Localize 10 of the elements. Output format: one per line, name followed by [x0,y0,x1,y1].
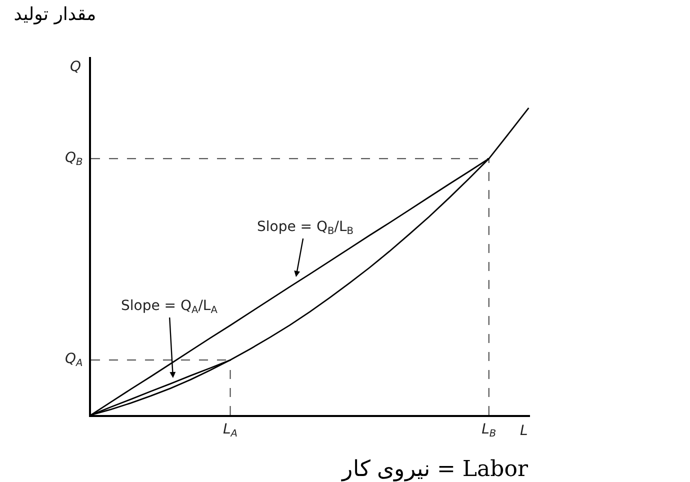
annotation: Slope = Q$_{B}$/L$_{B}$ [257,219,354,237]
x-tick-label: L$_{A}$ [223,422,238,440]
annotation: Slope = Q$_{A}$/L$_{A}$ [121,298,218,316]
ref-line-label: Q$_{A}$ [65,351,84,369]
x-axis-title: L [520,423,528,439]
chart-title: مقدار تولید [14,4,96,25]
ref-line-label: Q$_{B}$ [65,150,84,168]
x-tick-label: L$_{B}$ [482,422,496,440]
y-axis-title: Q [70,59,82,75]
text: نیروی کار = Labor [341,457,528,482]
